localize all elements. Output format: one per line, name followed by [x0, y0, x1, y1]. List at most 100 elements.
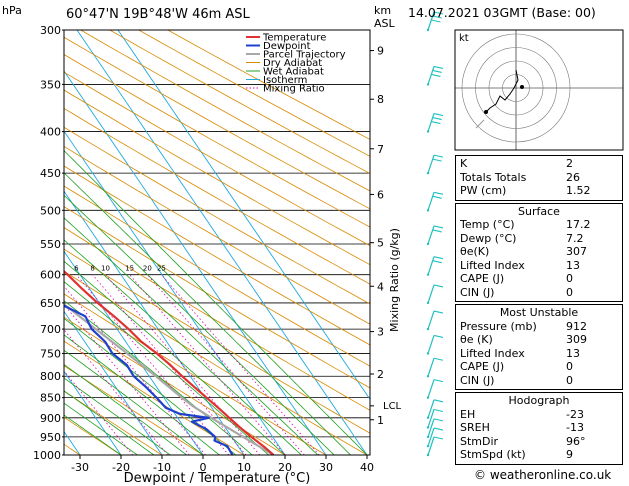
x-axis-label: Dewpoint / Temperature (°C): [124, 471, 311, 486]
temperature-tick-label: 10: [237, 461, 251, 474]
wet-adiabat-line: [64, 390, 155, 455]
hodo-value: -13: [566, 421, 584, 434]
wind-barb: [427, 256, 435, 275]
dry-adiabat-line: [64, 270, 368, 455]
wind-barb-base: [426, 273, 430, 276]
wind-barb-feather: [433, 436, 444, 440]
wind-barb-feather: [431, 121, 441, 125]
wind-barb: [427, 335, 435, 354]
wet-adiabat-line: [64, 172, 351, 455]
dry-adiabat-line: [64, 390, 163, 455]
temperature-tick-label: 40: [360, 461, 374, 474]
isotherm-line: [117, 30, 370, 401]
mixing-ratio-label: 8: [90, 265, 94, 273]
pressure-tick-label: 650: [40, 297, 61, 310]
credit-label: © weatheronline.co.uk: [474, 468, 612, 482]
dry-adiabat-line: [64, 71, 370, 247]
hodo-row: StmDir 96°: [460, 435, 618, 449]
wind-barb-base: [426, 444, 430, 448]
wind-barb-base: [426, 301, 430, 305]
pressure-tick-label: 700: [40, 323, 61, 336]
hodo-value: -23: [566, 407, 584, 421]
wind-barb-base: [426, 130, 430, 133]
pressure-unit-label: hPa: [2, 4, 22, 17]
wind-barb-feather: [433, 418, 444, 422]
temperature-tick-label: -30: [71, 461, 89, 474]
legend-entry: Mixing Ratio: [263, 84, 325, 95]
wind-barb-feather: [433, 284, 444, 288]
wind-barb-feather: [433, 191, 444, 195]
wind-barb: [427, 436, 435, 456]
basic-row: Totals Totals 26: [460, 171, 618, 185]
wet-adiabat-line: [64, 149, 368, 455]
pressure-tick-label: 800: [40, 370, 61, 383]
wind-barb-feather: [433, 399, 444, 403]
hodograph-trace: [485, 69, 519, 113]
pressure-tick-label: 400: [40, 126, 61, 139]
surface-value: 7.2: [566, 231, 584, 245]
height-tick-label: 9: [377, 45, 384, 58]
wind-barb-feather: [433, 225, 444, 229]
unstable-value: 0: [566, 373, 573, 387]
wind-barb-feather: [432, 117, 442, 121]
wind-barb: [427, 310, 435, 330]
mixing-ratio-label: 2: [16, 265, 20, 273]
wind-barb-feather: [433, 334, 444, 338]
hodo-label: StmDir: [460, 434, 499, 448]
surface-row: Lifted Index 13: [460, 259, 618, 273]
unstable-value: 912: [566, 319, 587, 333]
hodograph-storm-motion: [520, 85, 524, 89]
asl-label: ASL: [374, 17, 396, 30]
surface-value: 13: [566, 258, 580, 272]
wind-barb-base: [426, 327, 430, 331]
wind-barb-feather: [433, 11, 444, 15]
basic-value: 2: [566, 157, 573, 170]
height-tick-label: 6: [377, 188, 384, 201]
wind-barb-feather: [432, 195, 442, 199]
isotherm-line: [76, 30, 368, 455]
pressure-tick-label: 500: [40, 204, 61, 217]
unstable-row: CAPE (J) 0: [460, 360, 618, 374]
hodo-value: 9: [566, 448, 573, 461]
wind-barb-base: [426, 352, 430, 355]
height-tick-label: 3: [377, 326, 384, 339]
mixing-ratio-label: 15: [125, 265, 134, 273]
mixing-ratio-line: [147, 274, 305, 455]
wind-barbs: [426, 11, 444, 457]
surface-label: θe(K): [460, 245, 490, 258]
wind-barb-base: [426, 396, 430, 399]
dry-adiabat-line: [64, 227, 370, 411]
hodo-row: EH -23: [460, 408, 618, 422]
surface-value: 307: [566, 245, 587, 258]
dry-adiabat-line: [64, 293, 327, 455]
dry-adiabat-line: [64, 316, 286, 455]
basic-label: PW (cm): [460, 184, 507, 197]
wind-barb-base: [426, 416, 430, 420]
wind-barb-base: [426, 83, 430, 86]
surface-row: CAPE (J) 0: [460, 272, 618, 286]
height-tick-label: 1: [377, 414, 384, 427]
unstable-row: CIN (J) 0: [460, 374, 618, 388]
isotherm-line: [64, 310, 163, 455]
wind-barb: [427, 418, 435, 438]
unstable-label: Pressure (mb): [460, 319, 537, 333]
hodograph-ring: [502, 74, 530, 102]
wind-barb-base: [426, 435, 430, 439]
wet-adiabat-line: [64, 317, 237, 455]
mixing-ratio-label: 20: [143, 265, 152, 273]
temperature-tick-label: -10: [153, 461, 171, 474]
wind-barb: [427, 192, 435, 211]
dry-adiabat-line: [64, 145, 370, 325]
pressure-tick-label: 550: [40, 238, 61, 251]
wind-barb-base: [426, 209, 430, 212]
isotherm-line: [64, 70, 327, 455]
surface-value: 17.2: [566, 218, 591, 231]
wind-barb: [427, 427, 435, 447]
pressure-tick-label: 350: [40, 78, 61, 91]
wind-barb-feather: [432, 260, 442, 264]
unstable-row: Pressure (mb) 912: [460, 320, 618, 334]
isotherm-line: [64, 130, 286, 455]
hodograph-indices: Hodograph EH -23 SREH -13 StmDir 96° StmSpd (k…: [455, 392, 623, 465]
surface-row: Dewp (°C) 7.2: [460, 232, 618, 246]
